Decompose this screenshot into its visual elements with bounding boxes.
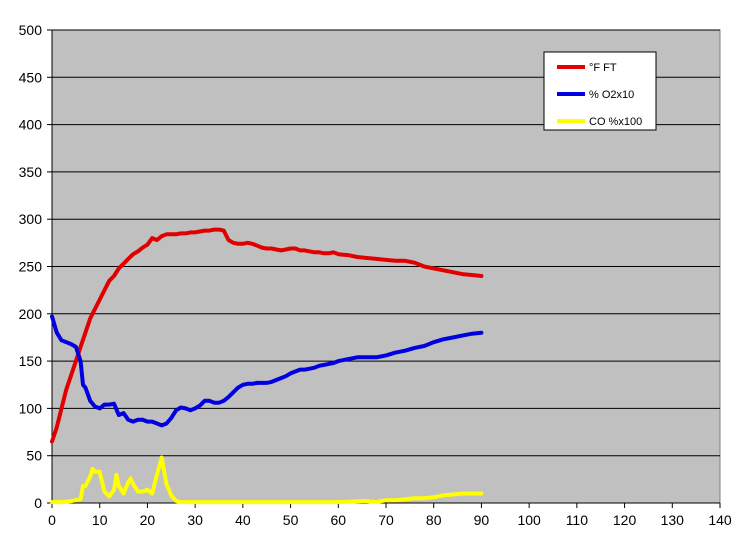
x-tick-label: 60 [330, 512, 346, 528]
x-tick-label: 70 [378, 512, 394, 528]
x-tick-label: 30 [187, 512, 203, 528]
y-tick-label: 150 [19, 353, 43, 369]
legend-label: °F FT [589, 62, 617, 74]
x-tick-label: 110 [566, 512, 589, 528]
y-tick-label: 500 [19, 22, 43, 38]
x-tick-label: 90 [474, 512, 490, 528]
y-tick-label: 0 [34, 495, 42, 511]
x-tick-label: 20 [140, 512, 156, 528]
x-tick-label: 130 [661, 512, 685, 528]
series-line-2 [50, 455, 484, 505]
x-tick-label: 10 [92, 512, 108, 528]
x-tick-label: 40 [235, 512, 251, 528]
legend: °F FT % O2x10 CO %x100 [543, 51, 657, 131]
grid-lines [52, 29, 720, 457]
x-tick-label: 50 [283, 512, 299, 528]
axes: 0 50 100 150 200 250 300 350 400 450 500 0 10 20 30 40 5… [19, 22, 732, 528]
y-tick-label: 350 [19, 164, 43, 180]
series-line-0 [50, 227, 484, 444]
series-lines [50, 227, 484, 505]
y-tick-label: 100 [19, 400, 43, 416]
x-tick-label: 80 [426, 512, 442, 528]
y-tick-label: 200 [19, 306, 43, 322]
y-tick-label: 50 [26, 448, 42, 464]
y-tick-label: 400 [19, 117, 43, 133]
series-line-1 [50, 314, 484, 428]
x-tick-label: 0 [48, 512, 56, 528]
legend-label: CO %x100 [589, 116, 642, 128]
y-tick-label: 250 [19, 259, 43, 275]
x-tick-label: 100 [517, 512, 541, 528]
x-tick-label: 140 [708, 512, 732, 528]
y-tick-label: 450 [19, 69, 43, 85]
x-tick-label: 120 [613, 512, 637, 528]
y-tick-label: 300 [19, 211, 43, 227]
legend-label: % O2x10 [589, 89, 634, 101]
